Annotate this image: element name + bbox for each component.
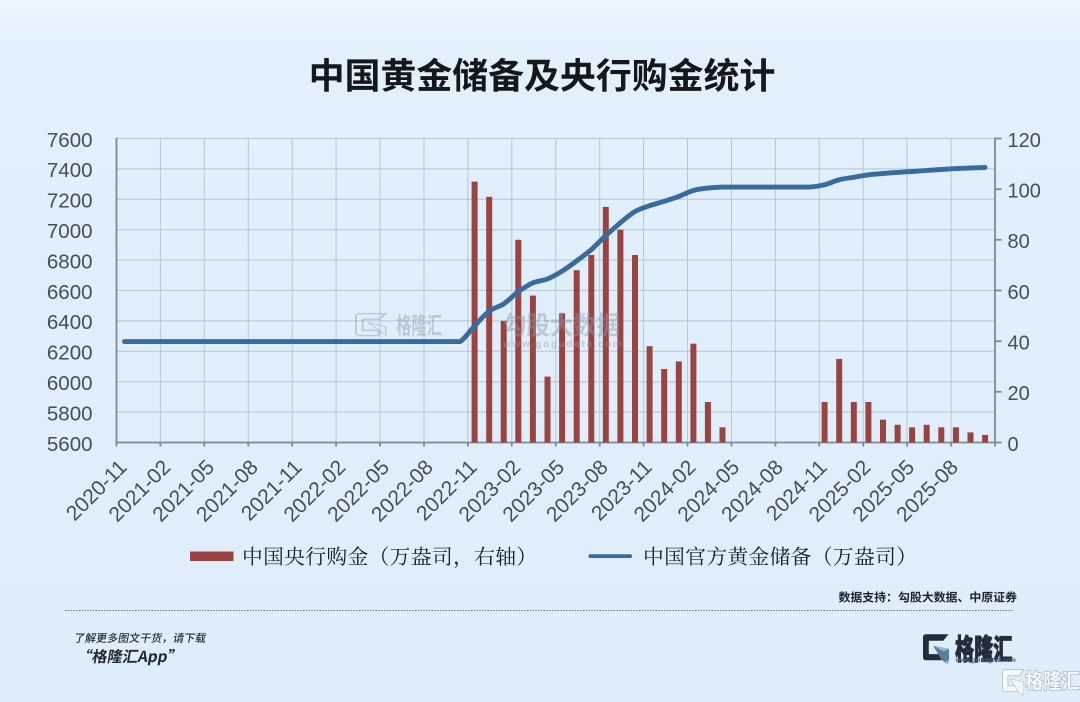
svg-text:80: 80 (1008, 231, 1030, 253)
svg-text:6200: 6200 (47, 342, 93, 365)
svg-text:20: 20 (1008, 383, 1030, 405)
svg-text:60: 60 (1008, 282, 1030, 304)
svg-text:6400: 6400 (47, 311, 93, 334)
svg-text:40: 40 (1008, 333, 1030, 355)
svg-text:7000: 7000 (47, 220, 93, 243)
svg-text:6800: 6800 (47, 250, 93, 273)
svg-text:5800: 5800 (47, 402, 93, 425)
svg-text:5600: 5600 (47, 433, 93, 456)
svg-text:www.gogudata.com: www.gogudata.com (502, 339, 623, 350)
svg-text:6000: 6000 (47, 372, 93, 395)
svg-text:100: 100 (1008, 181, 1041, 203)
svg-text:120: 120 (1008, 130, 1041, 152)
svg-text:www.gelonghui.com: www.gelonghui.com (955, 657, 1017, 664)
svg-text:7400: 7400 (47, 159, 93, 182)
svg-text:7200: 7200 (47, 190, 93, 213)
svg-text:6600: 6600 (47, 281, 93, 304)
svg-text:7600: 7600 (47, 129, 93, 152)
svg-text:0: 0 (1008, 434, 1019, 456)
